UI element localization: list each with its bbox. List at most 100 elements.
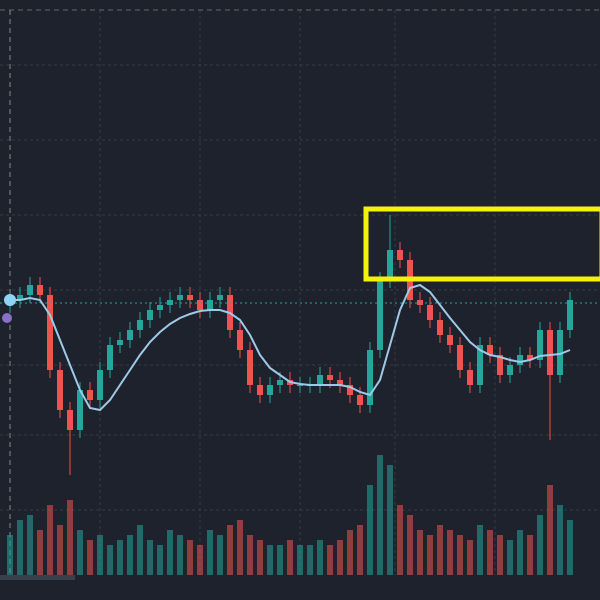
marker	[2, 313, 12, 323]
volume-bar	[167, 530, 173, 575]
volume-bar	[487, 530, 493, 575]
candle-body	[127, 330, 133, 340]
scrollbar[interactable]	[0, 575, 75, 580]
candle-body	[397, 250, 403, 260]
candle-body	[97, 370, 103, 400]
candle-body	[487, 345, 493, 355]
volume-bar	[567, 520, 573, 575]
candle-body	[387, 250, 393, 280]
candle-body	[37, 285, 43, 295]
candle-body	[547, 330, 553, 375]
grid	[0, 9, 600, 575]
volume-bar	[97, 535, 103, 575]
volume-bar	[407, 515, 413, 575]
volume-bar	[187, 540, 193, 575]
candle-body	[157, 305, 163, 310]
volume-bar	[257, 540, 263, 575]
candle-body	[527, 355, 533, 360]
candle-body	[557, 330, 563, 375]
volume-bar	[57, 525, 63, 575]
volume-bar	[47, 505, 53, 575]
volume-bar	[497, 535, 503, 575]
volume-bar	[347, 530, 353, 575]
volume-bar	[107, 545, 113, 575]
candle-body	[427, 305, 433, 320]
candle-body	[507, 365, 513, 375]
volume-bar	[467, 540, 473, 575]
volume-bar	[507, 540, 513, 575]
candle-body	[297, 385, 303, 386]
volume-bar	[517, 530, 523, 575]
volume-bar	[67, 500, 73, 575]
candle-body	[247, 350, 253, 385]
candle-body	[317, 375, 323, 385]
moving-average	[10, 283, 571, 412]
volume-bar	[207, 530, 213, 575]
volume-bar	[307, 545, 313, 575]
candle-body	[477, 345, 483, 385]
volume-bar	[247, 535, 253, 575]
candle-body	[47, 295, 53, 370]
candle-body	[517, 355, 523, 365]
candle-body	[327, 375, 333, 380]
volume-bar	[27, 515, 33, 575]
volume-bar	[417, 530, 423, 575]
volume-bar	[447, 530, 453, 575]
volume-bar	[297, 545, 303, 575]
volume-bar	[477, 525, 483, 575]
candle-body	[537, 330, 543, 360]
volume-bar	[37, 530, 43, 575]
volume-bar	[147, 540, 153, 575]
volume-bar	[287, 540, 293, 575]
volume-bar	[337, 540, 343, 575]
volume-bar	[87, 540, 93, 575]
volume-bar	[367, 485, 373, 575]
candle-body	[257, 385, 263, 395]
candle-body	[107, 345, 113, 370]
candle-body	[177, 295, 183, 300]
candle-body	[187, 295, 193, 300]
candle-body	[17, 295, 23, 300]
candle-body	[567, 300, 573, 330]
volume-bar	[7, 535, 13, 575]
candle-body	[497, 355, 503, 375]
candle-body	[27, 285, 33, 295]
candle-body	[377, 280, 383, 350]
volume-bar	[197, 545, 203, 575]
volume-bar	[217, 535, 223, 575]
volume-bar	[137, 525, 143, 575]
volume-bar	[387, 465, 393, 575]
candle-body	[337, 380, 343, 385]
candle-body	[137, 320, 143, 330]
candle-body	[437, 320, 443, 335]
highlight-box	[363, 206, 600, 282]
volume-bar	[357, 525, 363, 575]
volume-bar	[557, 505, 563, 575]
volume-bar	[327, 545, 333, 575]
candle-body	[347, 385, 353, 395]
marker	[4, 294, 16, 306]
volume-bar	[397, 505, 403, 575]
candle-body	[67, 410, 73, 430]
volume-bar	[227, 525, 233, 575]
candle-body	[77, 390, 83, 430]
volume-bar	[277, 545, 283, 575]
candle-body	[117, 340, 123, 345]
volume-bar	[117, 540, 123, 575]
candle-body	[457, 345, 463, 370]
candle-body	[217, 295, 223, 300]
volume-bar	[177, 535, 183, 575]
volume-bar	[237, 520, 243, 575]
volume-bar	[157, 545, 163, 575]
candle-body	[367, 350, 373, 405]
candle-body	[57, 370, 63, 410]
volume-pane	[7, 455, 573, 575]
volume-bar	[547, 485, 553, 575]
volume-bar	[127, 535, 133, 575]
volume-bar	[267, 545, 273, 575]
candle-body	[87, 390, 93, 400]
candle-body	[207, 300, 213, 310]
candle-body	[237, 330, 243, 350]
candle-body	[197, 300, 203, 310]
